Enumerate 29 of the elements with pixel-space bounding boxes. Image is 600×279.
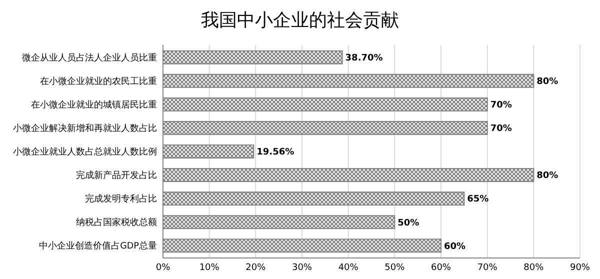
x-tick-label: 90% — [570, 263, 590, 273]
data-label: 80% — [536, 171, 558, 182]
data-label: 60% — [444, 242, 466, 252]
data-label: 70% — [490, 100, 512, 111]
y-tick-label: 在小微企业就业的农民工比重 — [40, 76, 157, 87]
chart-title: 我国中小企业的社会贡献 — [201, 10, 399, 31]
data-label: 70% — [490, 124, 512, 134]
y-tick-label: 小微企业解决新增和再就业人数占比 — [13, 123, 157, 134]
y-tick-label: 纳税占国家税收总额 — [76, 217, 157, 228]
data-label: 38.70% — [345, 54, 383, 64]
x-tick-label: 70% — [477, 263, 498, 273]
y-tick-label: 微企从业人员占法人企业人员比重 — [22, 52, 157, 64]
x-tick-label: 0% — [156, 263, 171, 273]
y-tick-label: 小微企业就业人数占总就业人数比例 — [13, 146, 157, 158]
x-tick-label: 20% — [246, 263, 266, 273]
x-tick-label: 50% — [384, 263, 406, 273]
y-tick-label: 完成新产品开发占比 — [76, 170, 157, 182]
data-label: 65% — [467, 194, 489, 205]
x-tick-label: 40% — [338, 263, 359, 273]
data-label: 19.56% — [256, 148, 294, 158]
data-label: 50% — [398, 218, 420, 228]
x-tick-label: 80% — [524, 263, 544, 273]
x-tick-label: 10% — [199, 263, 220, 273]
y-tick-label: 中小企业创造价值占GDP总量 — [39, 240, 157, 252]
data-label: 80% — [536, 77, 558, 88]
x-tick-label: 60% — [430, 263, 452, 273]
y-tick-label: 完成发明专利占比 — [85, 194, 157, 205]
x-tick-label: 30% — [292, 263, 312, 273]
y-tick-label: 在小微企业就业的城镇居民比重 — [31, 100, 157, 111]
